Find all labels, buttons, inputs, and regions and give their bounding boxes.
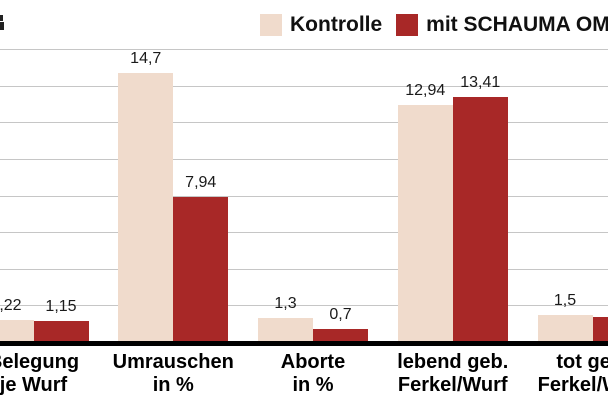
category-label-line2: in % bbox=[292, 374, 334, 396]
category-label-line1: Aborte bbox=[280, 351, 346, 373]
bar-schauma-2 bbox=[313, 329, 368, 342]
category-label-line2: Ferkel/Wurf bbox=[397, 374, 508, 396]
gridline-14 bbox=[0, 85, 608, 87]
bar-kontrolle-4 bbox=[537, 314, 593, 342]
bar-kontrolle-1 bbox=[118, 72, 174, 342]
legend-swatch-kontrolle-icon bbox=[260, 14, 282, 36]
legend-label-kontrolle: Kontrolle bbox=[290, 13, 383, 36]
x-axis-line bbox=[0, 341, 608, 346]
value-label-kontrolle-1: 14,7 bbox=[130, 49, 162, 67]
bar-kontrolle-3 bbox=[397, 105, 453, 342]
category-label-3: lebend geb. Ferkel/Wurf bbox=[378, 351, 528, 397]
bar-schauma-3 bbox=[452, 96, 508, 342]
bar-schauma-1 bbox=[173, 196, 229, 342]
gridline-16 bbox=[0, 49, 608, 51]
bar-kontrolle-2 bbox=[258, 318, 313, 342]
category-label-line1: tot geb. bbox=[556, 351, 608, 373]
category-label-line2: je Wurf bbox=[0, 374, 68, 396]
category-label-line1: lebend geb. bbox=[397, 351, 509, 373]
category-label-2: Aborte in % bbox=[238, 351, 388, 397]
category-label-line2: in % bbox=[152, 374, 194, 396]
legend-item-kontrolle: Kontrolle bbox=[260, 13, 382, 37]
value-label-schauma-0: 1,15 bbox=[45, 297, 77, 315]
gridline-12 bbox=[0, 122, 608, 124]
category-label-line2: Ferkel/Wurf bbox=[537, 374, 608, 396]
bar-kontrolle-0 bbox=[0, 319, 34, 342]
value-label-schauma-2: 0,7 bbox=[329, 306, 352, 324]
category-label-1: Umrauschen in % bbox=[98, 351, 248, 397]
value-label-schauma-3: 13,41 bbox=[460, 73, 501, 91]
value-label-kontrolle-2: 1,3 bbox=[274, 295, 297, 313]
category-label-line1: Umrauschen bbox=[112, 351, 234, 373]
gridline-10 bbox=[0, 159, 608, 160]
gridline-6 bbox=[0, 232, 608, 234]
gridline-8 bbox=[0, 195, 608, 197]
legend-label-schauma: mit SCHAUMA OM bbox=[426, 13, 608, 36]
category-label-0: Belegungje Wurf bbox=[0, 351, 109, 397]
value-label-kontrolle-4: 1,5 bbox=[553, 291, 577, 309]
bar-schauma-4 bbox=[592, 317, 608, 342]
legend-swatch-schauma-icon bbox=[396, 14, 419, 36]
value-label-kontrolle-3: 12,94 bbox=[405, 82, 446, 100]
category-label-line1: Belegung bbox=[0, 351, 80, 373]
value-label-kontrolle-0: 1,22 bbox=[0, 296, 22, 314]
gridline-2 bbox=[0, 305, 608, 307]
gridline-4 bbox=[0, 268, 608, 270]
legend: Kontrolle mit SCHAUMA OM bbox=[260, 13, 608, 37]
category-label-4: tot geb.Ferkel/Wurf bbox=[518, 351, 608, 397]
clipped-text-fragment bbox=[0, 15, 3, 21]
legend-item-schauma: mit SCHAUMA OM bbox=[396, 13, 608, 37]
value-label-schauma-1: 7,94 bbox=[185, 173, 217, 191]
bar-schauma-0 bbox=[33, 320, 89, 342]
